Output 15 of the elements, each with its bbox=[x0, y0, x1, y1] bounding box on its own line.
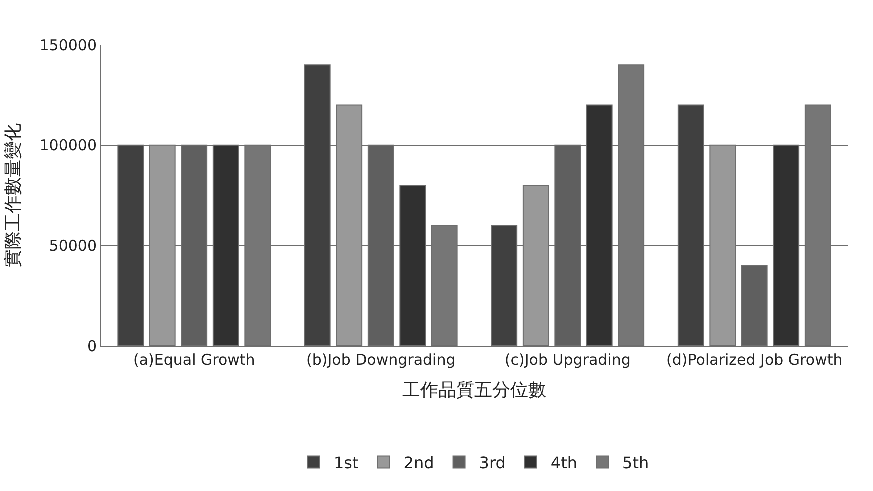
legend-label: 4th bbox=[550, 453, 578, 472]
x-tick-label: (a)Equal Growth bbox=[133, 351, 256, 369]
y-tick-label: 50000 bbox=[49, 236, 97, 255]
y-tick-label: 150000 bbox=[40, 36, 97, 54]
legend-label: 5th bbox=[622, 453, 650, 472]
x-tick-label: (d)Polarized Job Growth bbox=[666, 351, 843, 369]
x-tick-label: (b)Job Downgrading bbox=[306, 351, 456, 369]
y-tick-label: 0 bbox=[87, 337, 97, 356]
legend-label: 2nd bbox=[404, 453, 434, 472]
legend-label: 1st bbox=[334, 453, 359, 472]
y-tick-label: 100000 bbox=[40, 136, 97, 155]
legend-label: 3rd bbox=[479, 453, 506, 472]
x-axis-title: 工作品質五分位數 bbox=[402, 380, 546, 402]
x-tick-label: (c)Job Upgrading bbox=[504, 351, 631, 369]
y-axis-title: 實際工作數量變化 bbox=[2, 124, 24, 268]
